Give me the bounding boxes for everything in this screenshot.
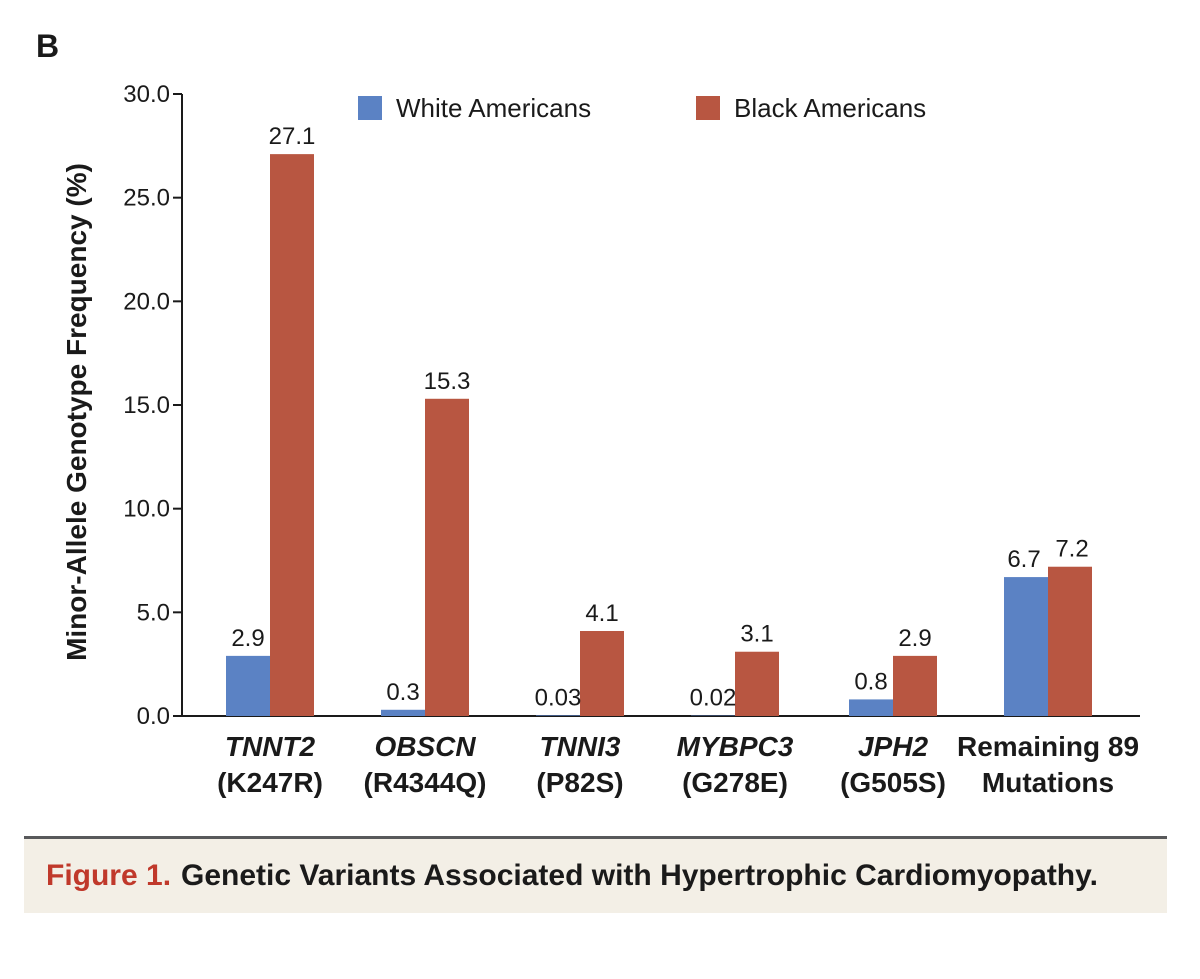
data-label: 2.9 [231,625,264,652]
data-label: 4.1 [585,600,618,627]
bar-black-americans [425,398,469,716]
bar-white-americans [536,715,580,716]
data-label: 3.1 [740,621,773,648]
category-sublabel: (K247R) [217,767,323,798]
data-label: 0.03 [535,684,582,711]
y-tick-label: 5.0 [137,599,170,626]
legend-label: White Americans [396,93,591,123]
figure-caption: Figure 1. Genetic Variants Associated wi… [24,839,1167,913]
bar-black-americans [893,655,937,716]
category-sublabel: (R4344Q) [364,767,487,798]
data-label: 0.02 [690,685,737,712]
category-sublabel: (G278E) [682,767,788,798]
caption-label: Figure 1. [46,859,172,892]
data-label: 2.9 [898,625,931,652]
category-label: MYBPC3 [677,731,794,762]
bar-white-americans [226,655,270,716]
bar-chart: 0.0 5.0 10.0 15.0 20.0 25.0 30.0 2.9 27.1 0.3 15.… [61,81,1140,798]
category-label: Remaining 89 [957,731,1139,762]
y-axis-label: Minor-Allele Genotype Frequency (%) [61,163,92,661]
data-label: 0.8 [854,668,887,695]
data-label: 27.1 [269,123,316,150]
bar-white-americans [1004,577,1048,716]
category-label: JPH2 [858,731,928,762]
category-label: TNNI3 [540,731,621,762]
bars [226,154,1092,717]
category-labels: TNNT2 (K247R) OBSCN (R4344Q) TNNI3 (P82S) MYBP… [217,731,1139,798]
legend-label: Black Americans [734,93,926,123]
caption-text: Genetic Variants Associated with Hypertr… [181,859,1098,892]
legend: White Americans Black Americans [358,93,926,123]
value-labels: 2.9 27.1 0.3 15.3 0.03 4.1 0.02 3.1 0.8 2.9 6.7 7.2 [231,123,1088,711]
panel-label: B [36,28,60,64]
y-tick-label: 15.0 [123,392,170,419]
y-tick-label: 10.0 [123,496,170,523]
bar-black-americans [1048,566,1092,716]
category-sublabel: (G505S) [840,767,946,798]
y-tick-label: 30.0 [123,81,170,108]
data-label: 15.3 [424,368,471,395]
y-tick-label: 0.0 [137,703,170,730]
caption-divider [24,836,1167,839]
data-label: 7.2 [1055,536,1088,563]
bar-white-americans [849,699,893,716]
bar-black-americans [735,651,779,716]
legend-swatch [696,96,720,120]
category-label: OBSCN [374,731,476,762]
legend-swatch [358,96,382,120]
data-label: 0.3 [386,679,419,706]
bar-black-americans [580,630,624,716]
y-tick-label: 20.0 [123,288,170,315]
category-sublabel: Mutations [982,767,1114,798]
data-label: 6.7 [1007,546,1040,573]
bar-black-americans [270,154,314,717]
category-sublabel: (P82S) [536,767,623,798]
bar-white-americans [381,709,425,716]
category-label: TNNT2 [225,731,316,762]
y-axis: 0.0 5.0 10.0 15.0 20.0 25.0 30.0 [123,81,183,730]
y-tick-label: 25.0 [123,185,170,212]
